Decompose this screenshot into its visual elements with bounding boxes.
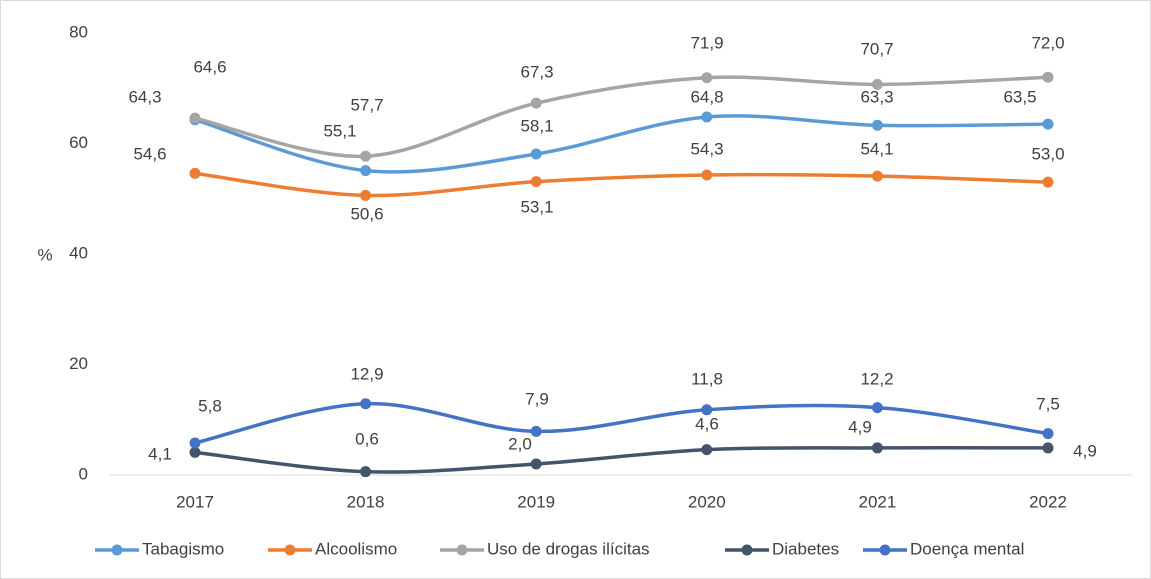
series-line — [194, 401, 1049, 445]
data-point — [871, 442, 883, 454]
data-label: 4,9 — [848, 417, 872, 436]
data-point — [1042, 428, 1054, 440]
legend-marker — [456, 544, 468, 556]
data-label: 58,1 — [520, 116, 553, 135]
series-line — [194, 75, 1049, 158]
legend-marker — [741, 544, 753, 556]
data-point — [701, 111, 713, 123]
data-point — [360, 398, 372, 410]
data-label: 4,6 — [695, 414, 719, 433]
data-point — [1042, 118, 1054, 130]
data-point — [530, 458, 542, 470]
legend-label: Tabagismo — [142, 539, 224, 558]
data-point — [189, 446, 201, 458]
data-label: 72,0 — [1031, 33, 1064, 52]
data-point — [189, 167, 201, 179]
data-point — [871, 78, 883, 90]
data-label: 2,0 — [508, 434, 532, 453]
legend-label: Alcoolismo — [315, 539, 397, 558]
data-label: 64,3 — [128, 87, 161, 106]
data-point — [701, 444, 713, 456]
data-point — [871, 170, 883, 182]
data-label: 54,6 — [133, 144, 166, 163]
data-point — [530, 97, 542, 109]
data-label: 63,3 — [860, 87, 893, 106]
data-point — [189, 437, 201, 449]
x-tick-label: 2019 — [517, 492, 555, 511]
legend-marker — [879, 544, 891, 556]
data-point — [871, 119, 883, 131]
data-point — [360, 189, 372, 201]
y-tick-label: 80 — [69, 22, 88, 41]
data-point — [701, 169, 713, 181]
series-line — [194, 171, 1049, 198]
x-tick-label: 2021 — [858, 492, 896, 511]
x-tick-label: 2017 — [176, 492, 214, 511]
legend-label: Diabetes — [772, 539, 839, 558]
y-tick-label: 40 — [69, 243, 88, 262]
data-point — [360, 165, 372, 177]
legend-label: Uso de drogas ilícitas — [487, 539, 650, 558]
data-point — [360, 150, 372, 162]
data-point — [1042, 176, 1054, 188]
data-point — [360, 466, 372, 478]
series-line — [194, 114, 1049, 174]
legend-marker — [111, 544, 123, 556]
data-label: 70,7 — [860, 39, 893, 58]
data-point — [701, 72, 713, 84]
x-tick-label: 2020 — [688, 492, 726, 511]
data-label: 50,6 — [350, 204, 383, 223]
y-tick-label: 20 — [69, 354, 88, 373]
data-label: 53,0 — [1031, 144, 1064, 163]
data-point — [530, 176, 542, 188]
data-label: 53,1 — [520, 197, 553, 216]
data-label: 4,1 — [148, 444, 172, 463]
data-point — [530, 425, 542, 437]
data-label: 54,1 — [860, 139, 893, 158]
data-label: 4,9 — [1073, 441, 1097, 460]
data-label: 57,7 — [350, 95, 383, 114]
data-point — [189, 112, 201, 124]
x-tick-label: 2022 — [1029, 492, 1067, 511]
series-line — [194, 446, 1049, 474]
data-label: 5,8 — [198, 396, 222, 415]
data-label: 7,9 — [525, 389, 549, 408]
data-point — [871, 402, 883, 414]
legend-marker — [284, 544, 296, 556]
data-label: 71,9 — [690, 33, 723, 52]
data-point — [701, 404, 713, 416]
data-label: 12,2 — [860, 369, 893, 388]
data-label: 0,6 — [355, 429, 379, 448]
data-point — [1042, 71, 1054, 83]
y-tick-label: 60 — [69, 133, 88, 152]
data-label: 55,1 — [323, 121, 356, 140]
data-label: 64,8 — [690, 87, 723, 106]
data-label: 64,6 — [193, 57, 226, 76]
legend-label: Doença mental — [910, 539, 1024, 558]
y-tick-label: 0 — [79, 464, 88, 483]
data-label: 11,8 — [691, 369, 723, 388]
x-tick-label: 2018 — [347, 492, 385, 511]
data-label: 67,3 — [520, 62, 553, 81]
data-label: 7,5 — [1036, 394, 1060, 413]
data-point — [1042, 442, 1054, 454]
y-axis-label: % — [37, 245, 52, 264]
data-point — [530, 148, 542, 160]
data-label: 63,5 — [1003, 87, 1036, 106]
data-label: 12,9 — [350, 364, 383, 383]
data-label: 54,3 — [690, 139, 723, 158]
